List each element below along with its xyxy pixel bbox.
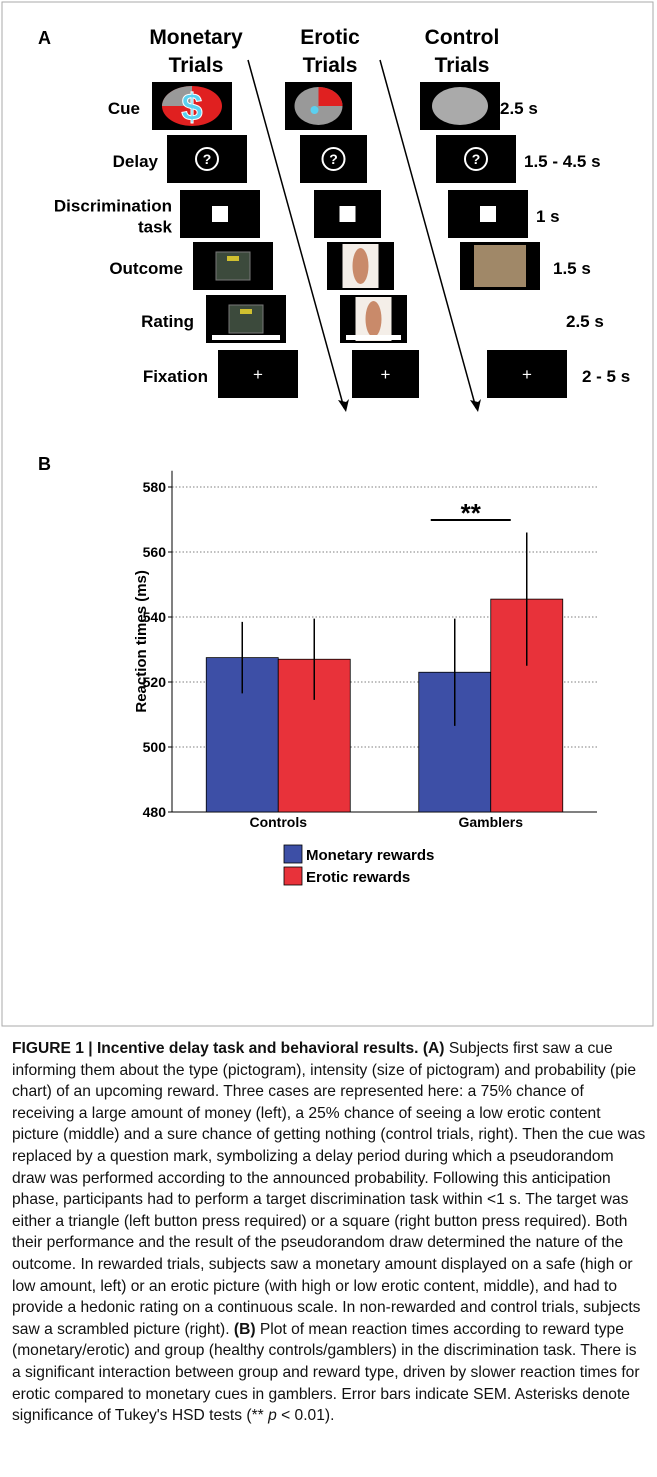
fixation-symbol: + — [253, 365, 263, 384]
duration: 2.5 s — [500, 99, 538, 118]
target — [212, 206, 228, 222]
legend-swatch — [284, 845, 302, 863]
delay-symbol: ? — [203, 151, 212, 167]
caption-ref: (A) — [423, 1040, 445, 1057]
page: A Monetary Trials Erotic Trials Control Trials… — [0, 0, 657, 1477]
x-tick-label: Controls — [249, 814, 307, 830]
column-header: Trials — [303, 54, 358, 77]
column-header: Control — [425, 26, 500, 49]
caption-title: FIGURE 1 | Incentive delay task and beha… — [12, 1040, 418, 1057]
delay-symbol: ? — [329, 151, 338, 167]
caption-text: < 0.01). — [281, 1407, 334, 1424]
target — [340, 206, 356, 222]
panel-a: A Monetary Trials Erotic Trials Control Trials… — [38, 26, 630, 412]
x-tick-label: Gamblers — [458, 814, 523, 830]
caption-text: Subjects first saw a cue informing them … — [12, 1040, 645, 1338]
rating-scale — [346, 335, 401, 340]
target — [480, 206, 496, 222]
panel-label: A — [38, 28, 51, 48]
column-header: Monetary — [149, 26, 243, 49]
arrow-head — [338, 399, 349, 412]
safe-display — [240, 309, 252, 314]
figure: A Monetary Trials Erotic Trials Control Trials… — [0, 0, 657, 1030]
duration: 1 s — [536, 207, 560, 226]
legend-swatch — [284, 867, 302, 885]
y-tick-label: 560 — [143, 544, 167, 560]
duration: 1.5 s — [553, 259, 591, 278]
row-label: Cue — [108, 99, 140, 118]
photo-figure — [353, 248, 369, 284]
row-label: Outcome — [109, 259, 183, 278]
legend-label: Monetary rewards — [306, 847, 434, 864]
y-tick-label: 580 — [143, 479, 167, 495]
duration: 1.5 - 4.5 s — [524, 152, 601, 171]
caption-ref: (B) — [234, 1321, 256, 1338]
row-label: Delay — [113, 152, 159, 171]
column-header: Trials — [435, 54, 490, 77]
fixation-symbol: + — [381, 365, 391, 384]
row-label: Discrimination — [54, 197, 172, 216]
cue-symbol: $ — [181, 87, 202, 129]
delay-symbol: ? — [472, 151, 481, 167]
y-tick-label: 480 — [143, 804, 167, 820]
legend-label: Erotic rewards — [306, 869, 410, 886]
caption: FIGURE 1 | Incentive delay task and beha… — [12, 1038, 648, 1427]
y-axis-label: Reaction times (ms) — [133, 570, 150, 713]
column-header: Erotic — [300, 26, 360, 49]
row-label: task — [138, 218, 173, 237]
fixation-symbol: + — [522, 365, 532, 384]
caption-p: p — [268, 1407, 277, 1424]
rating-scale — [212, 335, 280, 340]
row-label: Rating — [141, 312, 194, 331]
duration: 2.5 s — [566, 312, 604, 331]
y-tick-label: 500 — [143, 739, 167, 755]
scrambled — [474, 245, 526, 287]
photo-figure — [366, 301, 382, 337]
pictogram — [311, 106, 319, 114]
panel-label: B — [38, 454, 51, 474]
row-label: Fixation — [143, 367, 208, 386]
safe-display — [227, 256, 239, 261]
pie — [432, 87, 488, 125]
duration: 2 - 5 s — [582, 367, 630, 386]
column-header: Trials — [169, 54, 224, 77]
arrow-head — [470, 399, 481, 412]
significance-label: ** — [461, 498, 482, 528]
